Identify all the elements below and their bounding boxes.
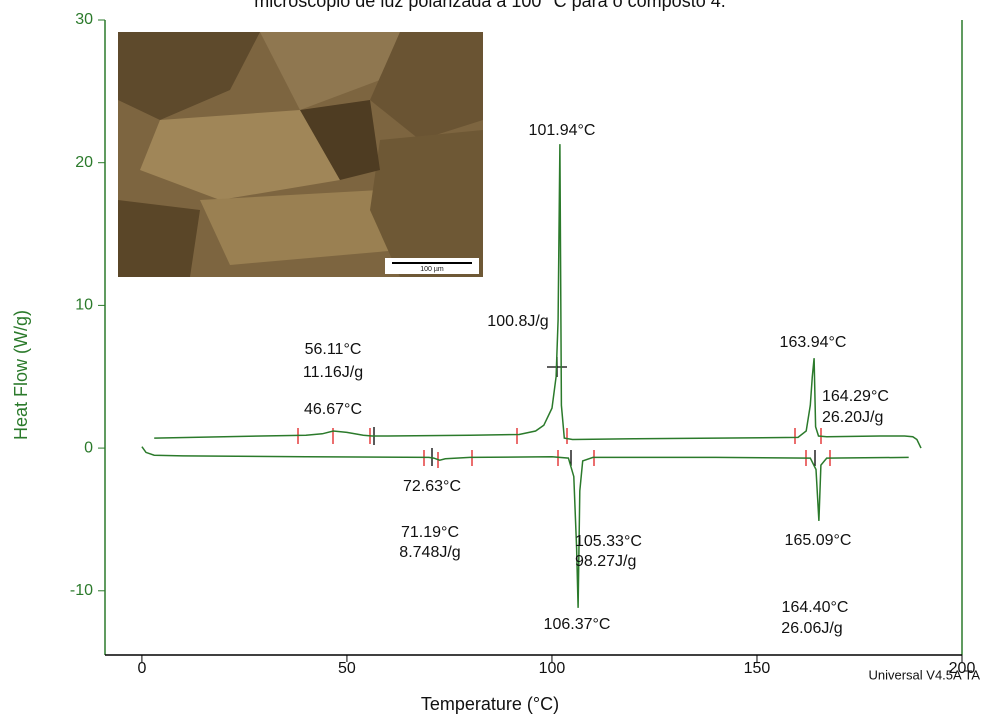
heat-flow-curve: [142, 447, 909, 608]
annotation: 72.63°C: [403, 478, 461, 495]
annotation: 164.40°C: [782, 599, 849, 616]
integration-markers: [374, 357, 815, 466]
annotation: 8.748J/g: [399, 544, 460, 561]
y-axis-title: Heat Flow (W/g): [11, 310, 31, 440]
x-tick-label: 100: [539, 660, 566, 677]
annotation: 56.11°C: [305, 341, 362, 358]
x-tick-label: 200: [949, 660, 976, 677]
annotation: 106.37°C: [544, 616, 611, 633]
annotation: 26.20J/g: [822, 409, 883, 426]
annotation: 26.06J/g: [781, 620, 842, 637]
annotation: 46.67°C: [304, 401, 362, 418]
x-axis-title: Temperature (°C): [421, 694, 559, 714]
annotation: 165.09°C: [785, 532, 852, 549]
x-tick-label: 0: [137, 660, 146, 677]
annotation: 101.94°C: [529, 122, 596, 139]
annotation: 100.8J/g: [487, 313, 548, 330]
x-tick-label: 50: [338, 660, 356, 677]
y-tick-label: 10: [75, 297, 93, 314]
x-tick-label: 150: [744, 660, 771, 677]
chart: microscópio de luz polarizada a 100 °C p…: [0, 0, 985, 715]
annotation: 164.29°C: [822, 388, 889, 405]
y-tick-label: -10: [70, 582, 93, 599]
annotation: 105.33°C: [575, 533, 642, 550]
annotation: 71.19°C: [401, 524, 459, 541]
photo-texture: [118, 200, 200, 277]
y-tick-label: 30: [75, 11, 93, 28]
annotation: 11.16J/g: [303, 364, 363, 381]
y-tick-label: 20: [75, 154, 93, 171]
annotation: 163.94°C: [780, 334, 847, 351]
chart-title: microscópio de luz polarizada a 100 °C p…: [254, 0, 725, 11]
annotation: 98.27J/g: [575, 553, 636, 570]
inset-photo: 100 µm: [118, 32, 483, 277]
scale-bar-label: 100 µm: [420, 266, 444, 273]
y-tick-label: 0: [84, 439, 93, 456]
